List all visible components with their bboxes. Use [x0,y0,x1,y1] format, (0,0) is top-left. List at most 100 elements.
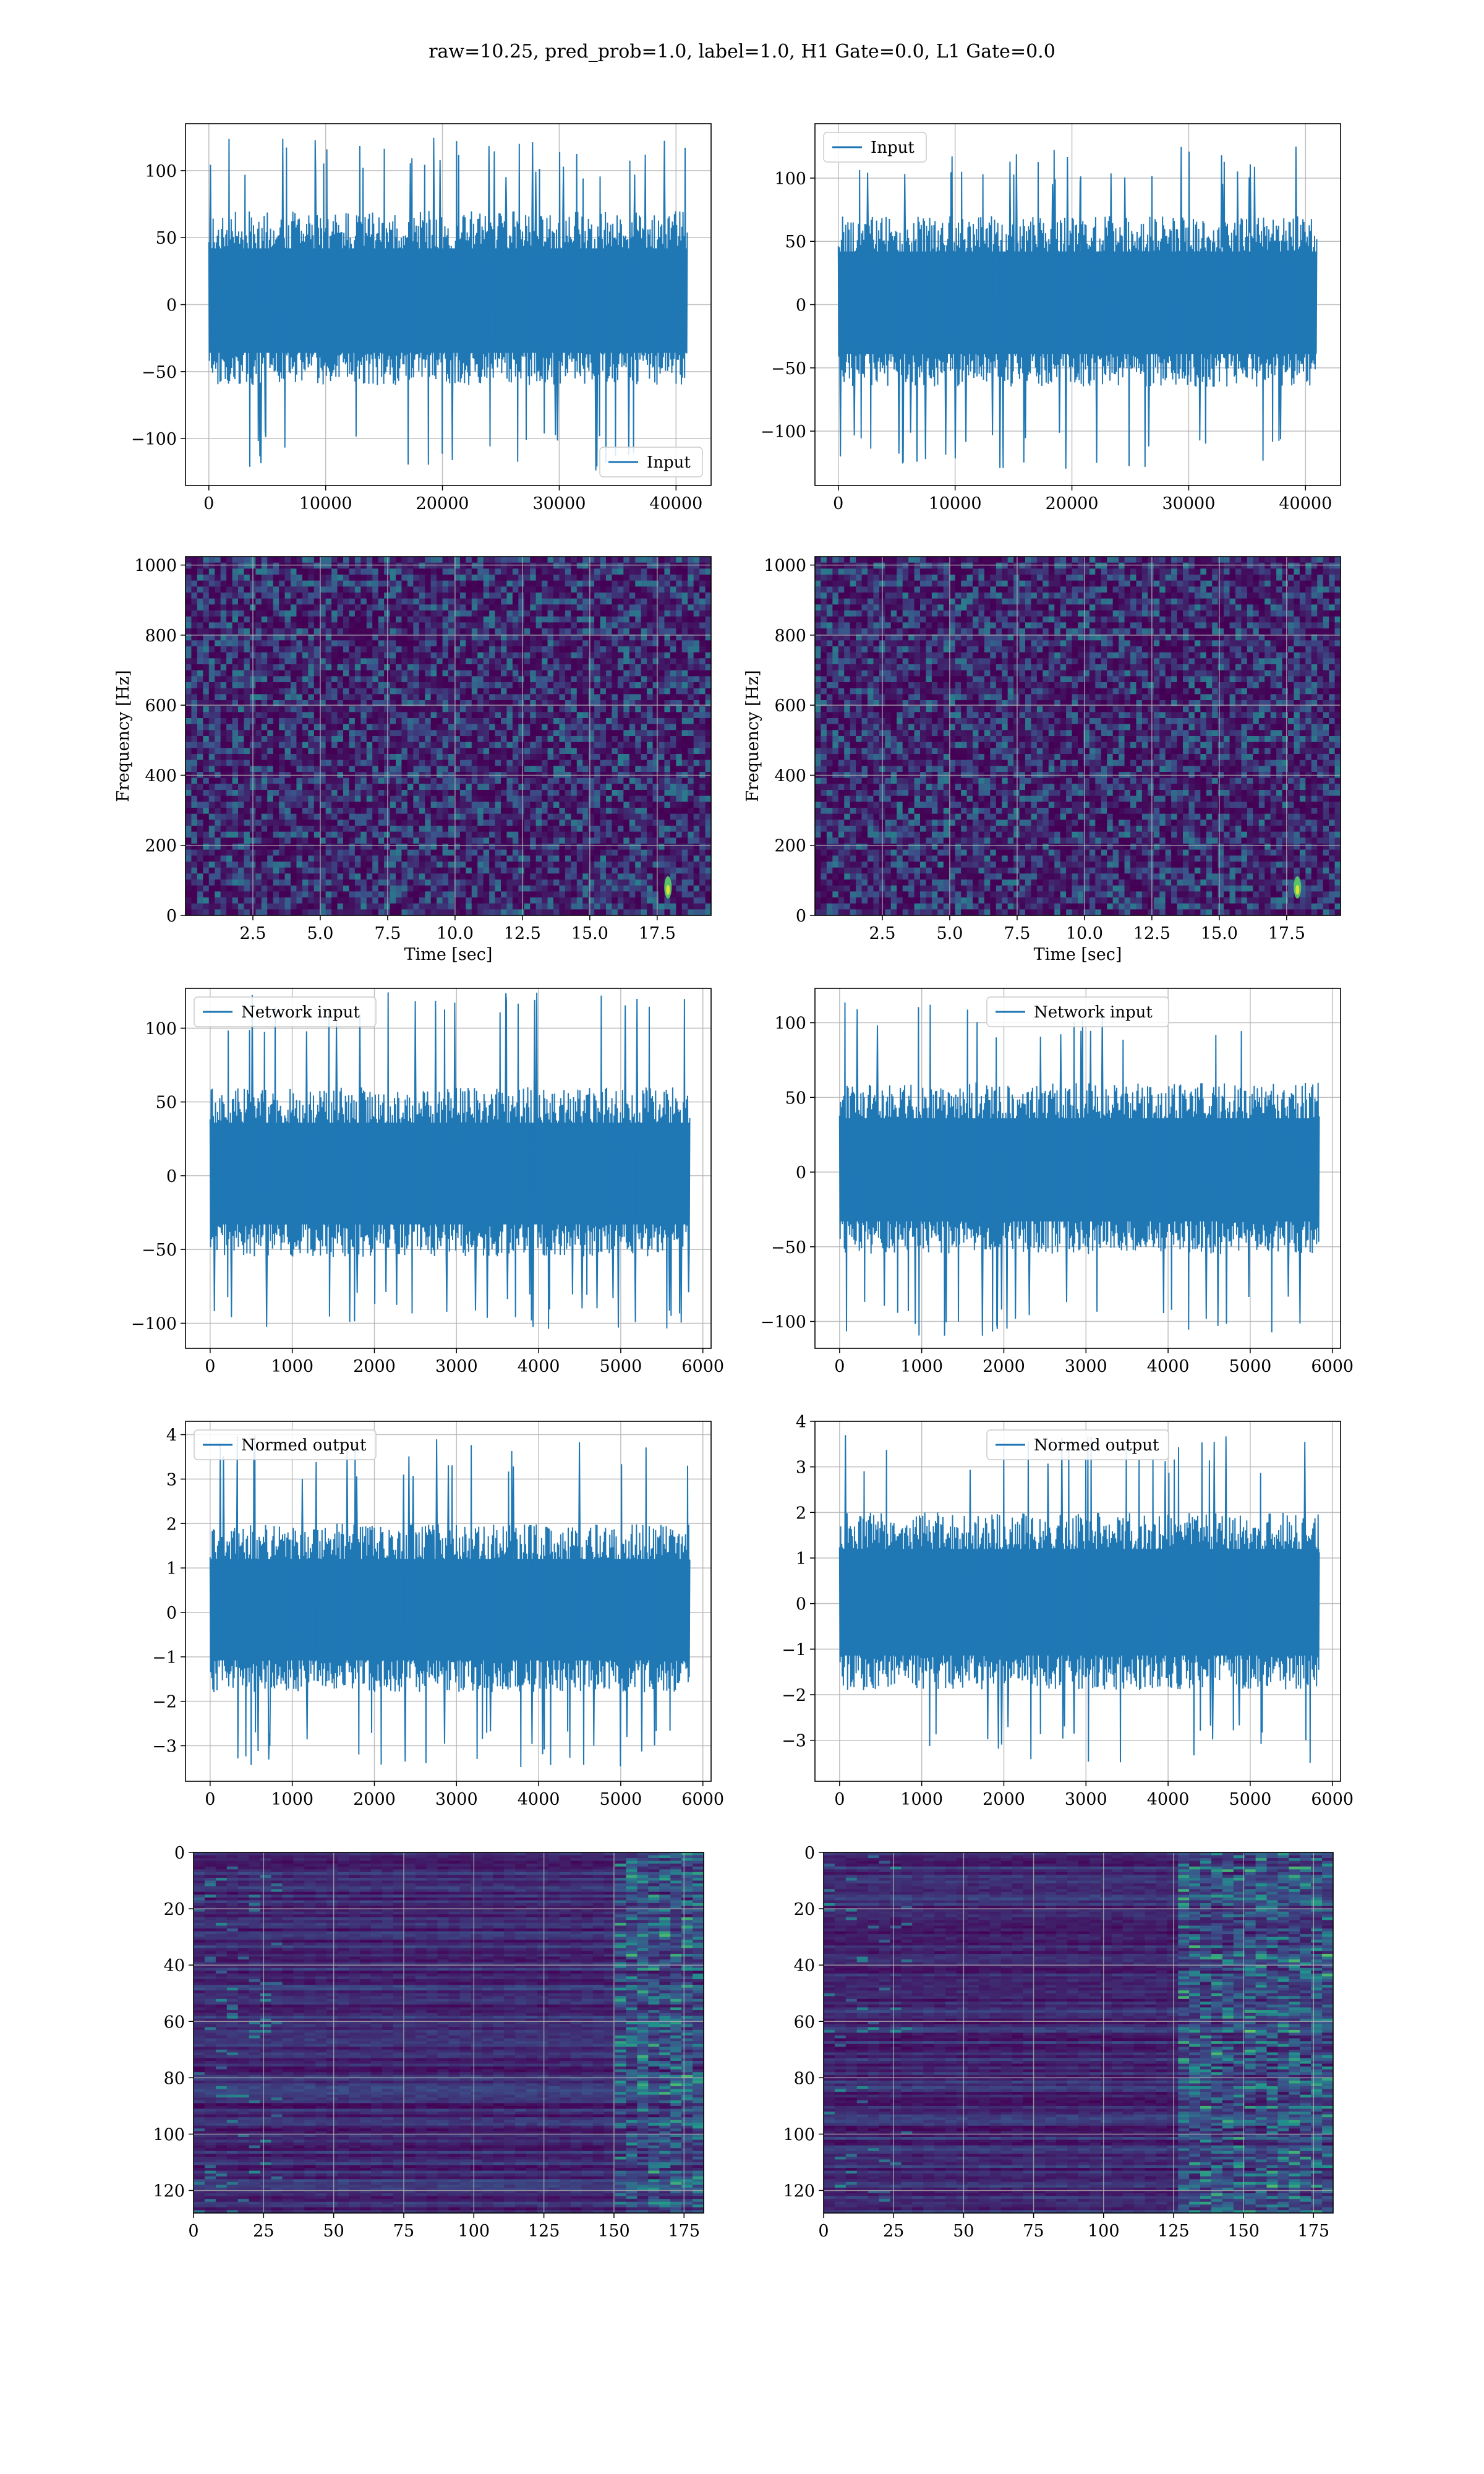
heatmap-cell [466,754,472,761]
heatmap-cell [279,784,286,790]
heatmap-cell [413,777,420,784]
heatmap-cell [594,682,601,689]
heatmap-cell [524,688,531,695]
heatmap-cell [495,628,501,635]
heatmap-cell [284,604,291,611]
heatmap-cell [407,712,414,719]
heatmap-cell [483,682,490,689]
heatmap-cell [313,837,320,844]
heatmap-cell [325,867,332,874]
heatmap-cell [378,616,385,623]
heatmap-cell [430,826,437,833]
heatmap-cell [647,742,654,748]
heatmap-cell [255,736,262,743]
heatmap-cell [401,652,408,659]
heatmap-cell [588,802,595,808]
heatmap-cell [442,586,449,593]
heatmap-cell [203,700,210,707]
heatmap-cell [425,628,432,635]
heatmap-cell [652,897,659,904]
heatmap-cell [588,652,595,659]
heatmap-cell [273,598,279,605]
heatmap-cell [291,802,297,808]
heatmap-cell [331,777,338,784]
heatmap-cell [226,628,233,635]
heatmap-cell [512,586,519,593]
heatmap-cell [542,891,548,898]
heatmap-cell [267,766,274,773]
heatmap-cell [320,873,326,880]
heatmap-cell [349,855,356,862]
heatmap-cell [296,557,303,563]
heatmap-cell [360,688,367,695]
heatmap-cell [244,748,250,755]
heatmap-cell [313,700,320,707]
heatmap-cell [191,760,198,766]
heatmap-cell [302,640,309,647]
heatmap-cell [203,880,210,886]
heatmap-cell [313,628,320,635]
heatmap-cell [296,593,303,599]
heatmap-cell [623,598,630,605]
heatmap-cell [617,580,624,587]
heatmap-cell [396,862,403,868]
heatmap-cell [571,831,578,838]
heatmap-cell [419,575,425,581]
heatmap-cell [267,909,274,915]
heatmap-cell [325,580,332,587]
heatmap-cell [635,849,642,856]
heatmap-cell [267,873,274,880]
heatmap-cell [442,616,449,623]
heatmap-cell [244,557,250,563]
heatmap-cell [535,682,542,689]
heatmap-cell [273,593,279,599]
heatmap-cell [261,616,268,623]
heatmap-cell [291,682,297,689]
heatmap-cell [430,634,437,641]
heatmap-cell [349,575,356,581]
heatmap-cell [594,557,601,563]
heatmap-cell [600,646,607,653]
heatmap-cell [576,682,583,689]
heatmap-cell [191,885,198,892]
heatmap-cell [600,628,607,635]
heatmap-cell [565,873,571,880]
heatmap-cell [244,670,250,677]
heatmap-cell [349,777,356,784]
heatmap-cell [197,813,203,820]
heatmap-cell [483,664,490,671]
heatmap-cell [495,891,501,898]
heatmap-cell [659,820,665,826]
heatmap-cell [226,670,233,677]
heatmap-cell [220,862,227,868]
heatmap-cell [419,658,425,665]
heatmap-cell [448,754,455,761]
heatmap-cell [606,754,613,761]
heatmap-cell [226,897,233,904]
heatmap-cell [506,849,513,856]
heatmap-cell [659,700,665,707]
heatmap-cell [325,862,332,868]
heatmap-cell [582,742,589,748]
heatmap-cell [518,862,525,868]
heatmap-cell [571,652,578,659]
heatmap-cell [547,694,554,701]
heatmap-cell [483,844,490,850]
heatmap-cell [466,802,472,808]
heatmap-cell [320,760,326,766]
heatmap-cell [524,903,531,910]
heatmap-cell [612,706,618,713]
heatmap-cell [413,820,420,826]
heatmap-cell [606,622,613,629]
heatmap-cell [343,593,350,599]
heatmap-cell [197,790,203,797]
heatmap-cell [366,880,373,886]
heatmap-cell [559,885,566,892]
heatmap-cell [296,909,303,915]
heatmap-cell [612,802,618,808]
heatmap-cell [659,873,665,880]
heatmap-cell [425,813,432,820]
heatmap-cell [401,682,408,689]
heatmap-cell [535,676,542,683]
heatmap-cell [197,598,203,605]
